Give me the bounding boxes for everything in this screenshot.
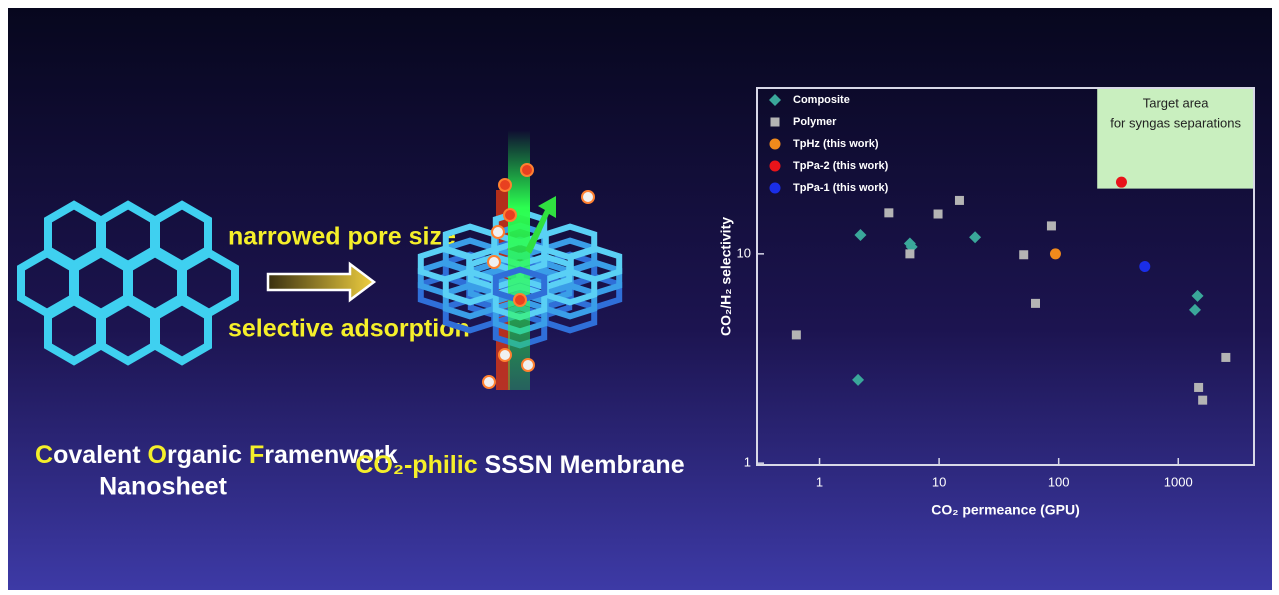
caption-part: SSSN Membrane [478, 451, 685, 479]
molecule [491, 225, 505, 239]
caption-part: ovalent [53, 441, 147, 469]
y-axis-label: CO₂/H₂ selectivity [718, 217, 734, 336]
adsorption-label: selective adsorption [228, 315, 470, 343]
caption-part: O [148, 441, 167, 469]
plot-frame [756, 87, 1255, 466]
green-arrow [525, 196, 556, 254]
molecule [498, 348, 512, 362]
point [1030, 298, 1040, 308]
background [8, 8, 1272, 590]
point [1198, 395, 1208, 405]
x-tick-label: 10 [932, 474, 946, 489]
legend-label: Composite [793, 94, 850, 106]
arrow [266, 261, 377, 303]
point [791, 330, 801, 340]
left-caption-2: Nanosheet [99, 473, 227, 501]
legend-label: TpPa-1 (this work) [793, 182, 889, 194]
target-label: for syngas separations [1110, 115, 1241, 130]
x-tick-label: 100 [1048, 474, 1070, 489]
point [1188, 303, 1201, 316]
x-tick-label: 1000 [1164, 474, 1193, 489]
molecule [482, 375, 496, 389]
point [852, 373, 865, 386]
target-label: Target area [1143, 95, 1210, 110]
hexagon [152, 296, 212, 366]
gas-beam [508, 130, 530, 390]
point [969, 231, 982, 244]
x-tick-label: 1 [816, 474, 823, 489]
membrane [417, 130, 623, 390]
legend-marker [770, 117, 780, 127]
target-area [1097, 88, 1254, 189]
point [854, 229, 867, 242]
y-tick-label: 1 [744, 455, 751, 470]
legend-label: Polymer [793, 116, 837, 128]
molecule [513, 293, 527, 307]
nanosheet [17, 200, 239, 366]
molecule [581, 190, 595, 204]
caption-part: ramenwork [264, 441, 397, 469]
legend-label: TpHz (this work) [793, 138, 879, 150]
molecule [503, 208, 517, 222]
legend-marker [769, 160, 781, 172]
legend-marker [769, 94, 781, 106]
x-axis-label: CO₂ permeance (GPU) [931, 502, 1080, 518]
molecule [520, 163, 534, 177]
right-caption: CO₂-philic SSSN Membrane [355, 451, 684, 479]
point [905, 249, 915, 259]
legend-label: TpPa-2 (this work) [793, 160, 889, 172]
y-tick-label: 10 [737, 245, 751, 260]
point [1049, 248, 1061, 260]
caption-part: C [35, 441, 53, 469]
legend-marker [769, 182, 781, 194]
caption-part: rganic [167, 441, 249, 469]
molecule [487, 255, 501, 269]
point [884, 208, 894, 218]
point [1221, 352, 1231, 362]
point [1019, 250, 1029, 260]
point [954, 195, 964, 205]
molecule [498, 178, 512, 192]
caption-part: F [249, 441, 264, 469]
pore-label: narrowed pore size [228, 223, 456, 251]
caption-part: CO₂-philic [355, 451, 477, 479]
point [1191, 289, 1204, 302]
molecule [521, 358, 535, 372]
chart: Target area for syngas separations 1 10 100 1… [718, 87, 1255, 518]
point [1139, 261, 1151, 273]
point [1046, 221, 1056, 231]
point [1194, 382, 1204, 392]
point [933, 209, 943, 219]
legend-marker [769, 138, 781, 150]
left-caption: Covalent Organic Framenwork [35, 441, 398, 469]
point [1115, 176, 1127, 188]
